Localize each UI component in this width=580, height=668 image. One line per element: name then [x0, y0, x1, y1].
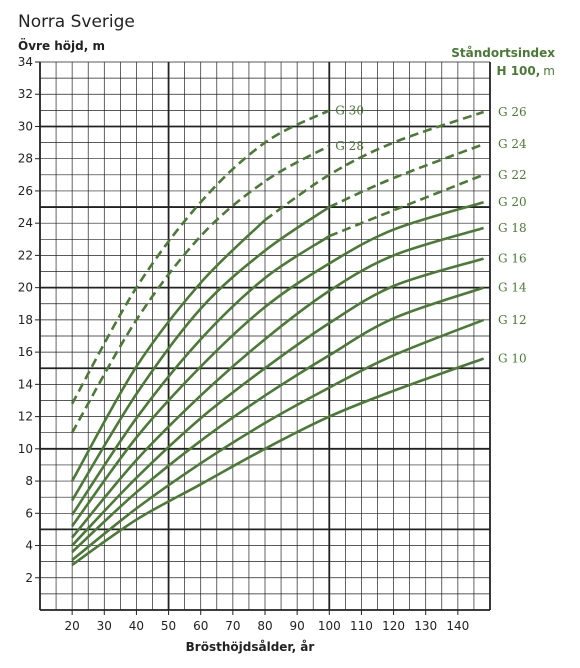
x-tick-label: 140 [446, 619, 469, 633]
curve-g30-dashed [70, 109, 330, 405]
series-label-g30: G 30 [335, 103, 364, 117]
curve-g24-dashed [328, 142, 485, 209]
x-tick-label: 60 [193, 619, 208, 633]
curve-g22-dashed [328, 173, 485, 238]
curve-g12 [71, 318, 485, 562]
x-axis-label: Brösthöjdsålder, år [186, 640, 315, 654]
series-label-g10: G 10 [498, 352, 527, 366]
y-tick-label: 2 [25, 571, 33, 585]
x-tick-label: 100 [318, 619, 341, 633]
curve-g16 [71, 257, 484, 547]
legend-title: Ståndortsindex [451, 46, 555, 60]
curve-g10 [71, 357, 485, 566]
x-tick-label: 90 [290, 619, 305, 633]
y-tick-label: 26 [18, 184, 33, 198]
y-tick-label: 32 [18, 87, 33, 101]
series-label-g26: G 26 [498, 105, 527, 119]
y-tick-label: 10 [18, 442, 33, 456]
series-label-g20: G 20 [498, 195, 527, 209]
legend-subtitle-unit: m [543, 64, 555, 78]
y-tick-label: 14 [18, 377, 33, 391]
curve-g26 [70, 219, 266, 482]
y-tick-label: 28 [18, 152, 33, 166]
series-label-g24: G 24 [498, 137, 527, 151]
curve-labels: G 10 G 12 G 14 G 16 G 18 G 20 G 22 G 24 G 26 G 28… [335, 103, 527, 365]
series-label-g16: G 16 [498, 252, 527, 266]
x-tick-label: 80 [257, 619, 272, 633]
legend-subtitle: H 100, m [496, 64, 555, 78]
y-tick-label: 6 [25, 506, 33, 520]
curve-g14 [71, 286, 485, 553]
y-tick-label: 4 [25, 539, 33, 553]
series-label-g14: G 14 [498, 281, 527, 295]
curves [70, 109, 485, 566]
curve-g26-dashed [264, 110, 485, 222]
tick-labels: 20 30 40 50 60 70 80 90 100 110 120 130 140246810121… [18, 55, 470, 633]
legend-subtitle-bold: H 100, [496, 64, 540, 78]
y-tick-label: 8 [25, 474, 33, 488]
y-tick-label: 16 [18, 345, 33, 359]
y-tick-label: 22 [18, 248, 33, 262]
curve-g18 [71, 226, 484, 539]
chart-title: Norra Sverige [18, 12, 135, 32]
x-tick-label: 30 [97, 619, 112, 633]
y-tick-label: 18 [18, 313, 33, 327]
y-tick-label: 30 [18, 119, 33, 133]
y-tick-label: 20 [18, 281, 33, 295]
x-tick-label: 120 [382, 619, 405, 633]
x-tick-label: 20 [65, 619, 80, 633]
y-tick-label: 24 [18, 216, 33, 230]
series-label-g22: G 22 [498, 168, 527, 182]
curve-g28-dashed [70, 144, 330, 434]
y-tick-label: 34 [18, 55, 33, 69]
curve-g24 [70, 206, 331, 502]
x-tick-label: 70 [225, 619, 240, 633]
y-axis-label: Övre höjd, m [18, 38, 105, 53]
y-tick-label: 12 [18, 410, 33, 424]
x-tick-label: 110 [350, 619, 373, 633]
curve-g20 [71, 200, 484, 527]
series-label-g18: G 18 [498, 221, 527, 235]
series-label-g12: G 12 [498, 313, 527, 327]
x-tick-label: 130 [414, 619, 437, 633]
curve-g22 [71, 235, 331, 516]
x-tick-label: 40 [129, 619, 144, 633]
x-tick-label: 50 [161, 619, 176, 633]
series-label-g28: G 28 [335, 139, 364, 153]
